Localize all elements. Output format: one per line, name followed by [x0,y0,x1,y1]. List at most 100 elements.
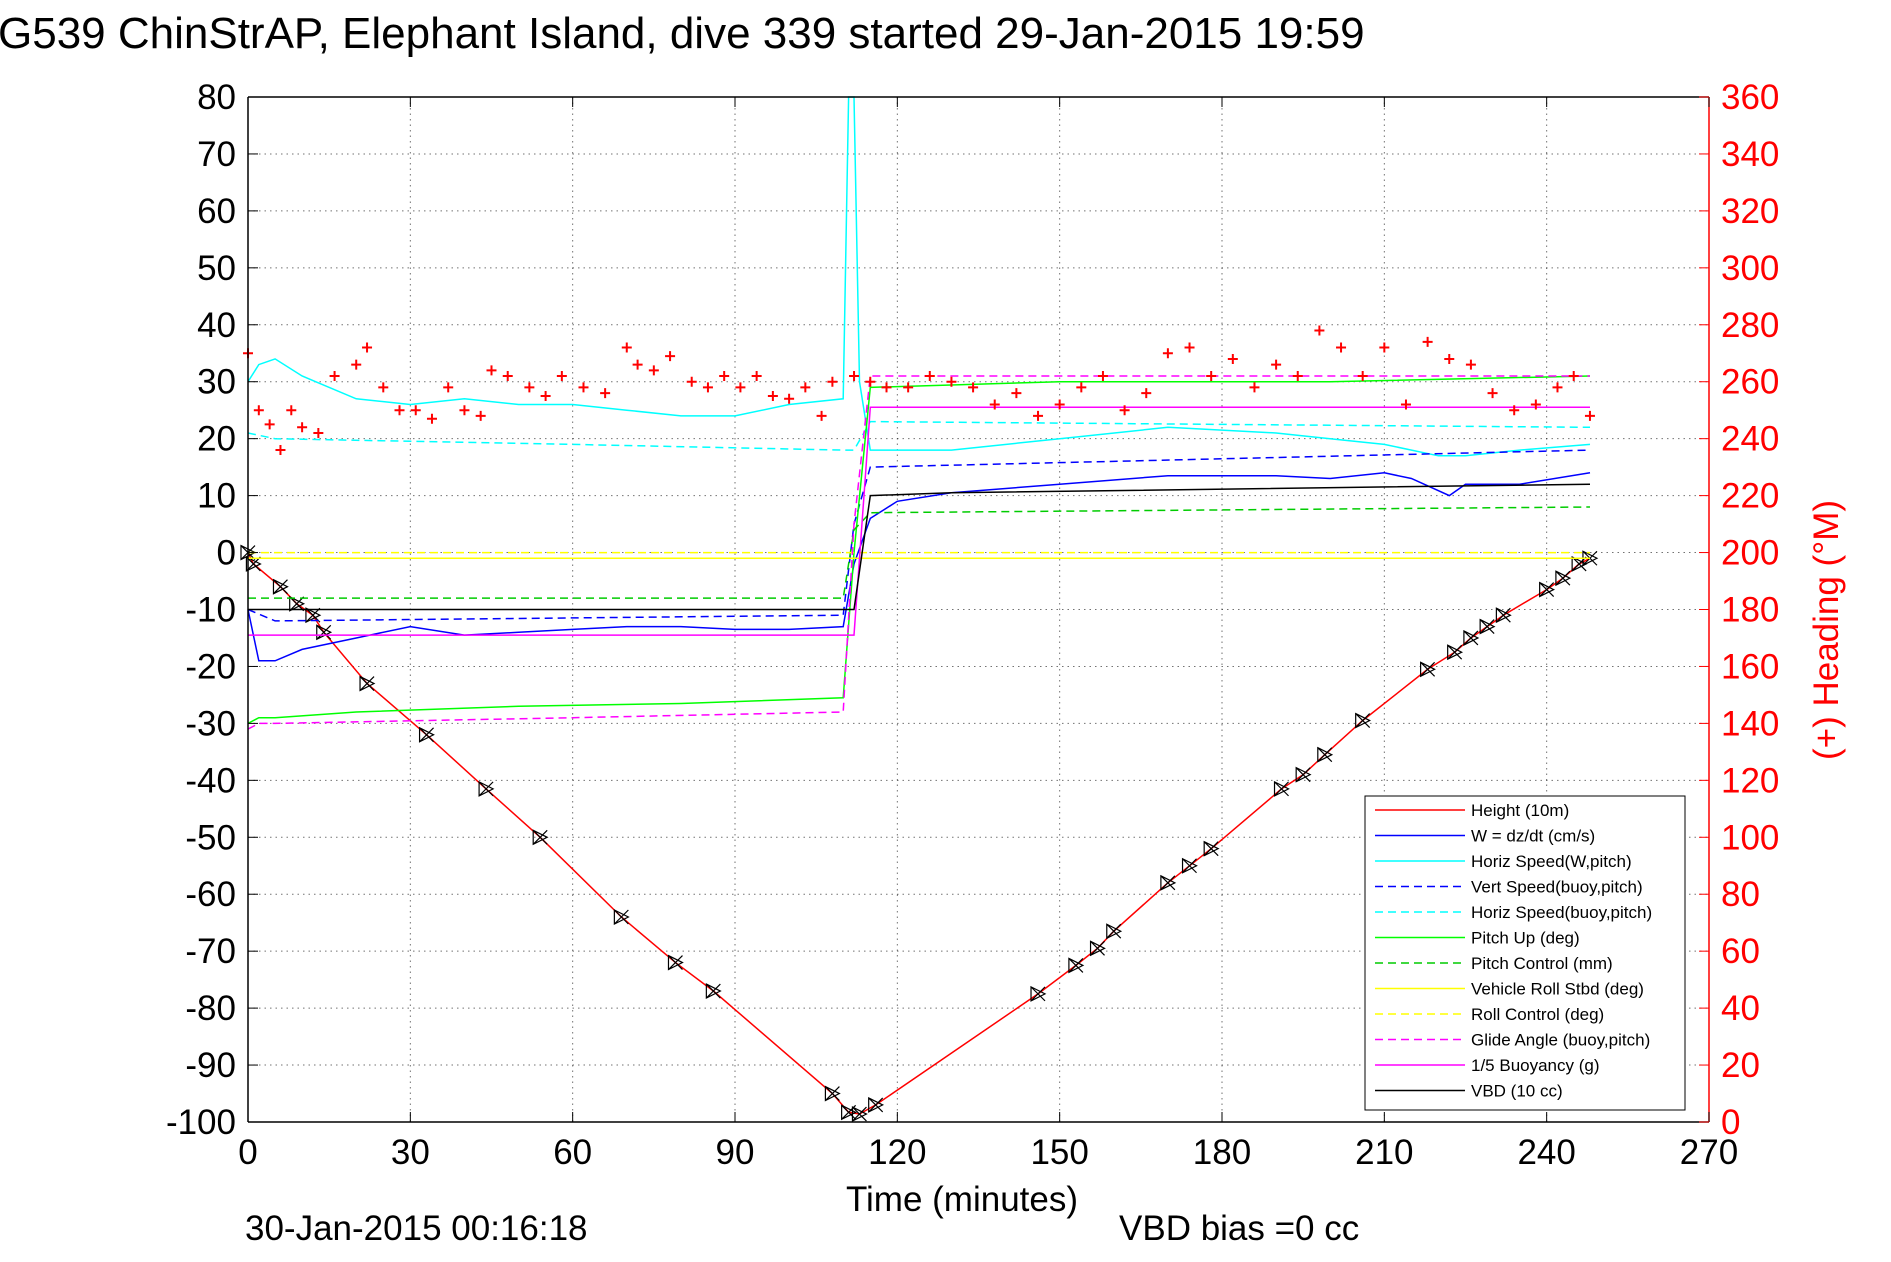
series-line-pitch_control [248,506,1591,599]
heading-point [903,382,914,393]
height-marker [1030,985,1047,1002]
heading-point [1400,399,1411,410]
x-tick-label: 180 [1193,1133,1251,1172]
y2-tick-label: 200 [1721,534,1779,573]
heading-point [1422,336,1433,347]
y2-tick-label: 260 [1721,363,1779,402]
legend-entry-label: Vehicle Roll Stbd (deg) [1471,980,1644,999]
y2-tick-label: 240 [1721,420,1779,459]
x-tick-label: 240 [1517,1133,1575,1172]
heading-point [719,371,730,382]
height-marker [1463,630,1480,646]
y-tick-label: -20 [185,647,236,686]
height-marker [705,983,722,999]
height-marker [1273,780,1290,797]
plot-area [240,96,1599,1123]
x-tick-label: 30 [391,1133,430,1172]
height-marker [851,1106,868,1123]
heading-point [1292,371,1303,382]
heading-point [686,376,697,387]
heading-point [1227,353,1238,364]
heading-point [443,382,454,393]
heading-point [540,390,551,401]
y2-tick-label: 120 [1721,761,1779,800]
y-tick-label: -90 [185,1046,236,1085]
height-marker [1106,923,1123,940]
x-tick-label: 120 [868,1133,926,1172]
y-tick-label: 40 [197,306,236,345]
heading-point [286,405,297,416]
axes: 0 30 60 90 120 150 180 210 240 270 80 70 60 50 40 30 20 1… [166,78,1779,1172]
legend-entry-label: Pitch Up (deg) [1471,929,1580,948]
y-tick-label: -50 [185,818,236,857]
legend-entry-label: Glide Angle (buoy,pitch) [1471,1031,1650,1050]
y2-tick-label: 360 [1721,78,1779,117]
heading-point [1271,359,1282,370]
y2-tick-label: 140 [1721,704,1779,743]
y-tick-label: -10 [185,591,236,630]
y2-tick-label: 0 [1721,1103,1740,1142]
height-marker [613,909,630,925]
height-marker [868,1096,885,1113]
heading-point [1487,388,1498,399]
y-tick-label: 0 [217,534,236,573]
heading-point [1444,353,1455,364]
height-marker [1181,857,1198,874]
heading-point [486,365,497,376]
heading-point [1011,388,1022,399]
heading-point [800,382,811,393]
heading-point [735,382,746,393]
heading-point [989,399,1000,410]
heading-point [1379,342,1390,353]
vbd-bias-label: VBD bias =0 cc [1119,1209,1359,1248]
legend-entry-label: Vert Speed(buoy,pitch) [1471,878,1643,897]
heading-point [849,371,860,382]
legend-entry-label: Height (10m) [1471,801,1569,820]
y-tick-label: 30 [197,363,236,402]
heading-point [816,410,827,421]
gridlines [248,97,1709,1122]
heading-point [751,371,762,382]
heading-point [1314,325,1325,336]
heading-point [1054,399,1065,410]
y2-tick-label: 180 [1721,591,1779,630]
heading-point [767,390,778,401]
x-axis-label: Time (minutes) [846,1180,1078,1219]
heading-point [1530,399,1541,410]
legend-entry-label: Pitch Control (mm) [1471,954,1613,973]
right-axis-label: (+) Heading (°M) [1807,500,1846,760]
heading-point [1184,342,1195,353]
y2-tick-label: 340 [1721,135,1779,174]
height-marker [1555,570,1572,587]
heading-point [329,371,340,382]
y2-tick-label: 60 [1721,932,1760,971]
heading-point [1465,359,1476,370]
series-line-w [247,472,1591,662]
heading-point [1141,388,1152,399]
x-tick-label: 0 [238,1133,257,1172]
y2-tick-label: 220 [1721,477,1779,516]
height-marker [316,624,333,641]
heading-point [378,382,389,393]
heading-point [362,342,373,353]
y-tick-label: -40 [185,761,236,800]
height-marker [1495,607,1512,624]
heading-point [1206,371,1217,382]
heading-point [648,365,659,376]
heading-point [394,405,405,416]
heading-point [264,419,275,430]
series-line-horiz_speed_w [247,96,1591,457]
heading-point [865,376,876,387]
legend-box [1364,795,1686,1111]
series-line-glide_angle [247,375,1590,730]
y-tick-label: -80 [185,989,236,1028]
legend-entry-label: Horiz Speed(W,pitch) [1471,852,1632,871]
y2-tick-label: 320 [1721,192,1779,231]
legend-entry-label: VBD (10 cc) [1471,1082,1563,1101]
height-marker [272,578,289,595]
y2-tick-label: 20 [1721,1046,1760,1085]
height-marker [667,954,684,971]
height-marker [1355,712,1372,729]
height-marker [1571,555,1588,572]
heading-point [1552,382,1563,393]
